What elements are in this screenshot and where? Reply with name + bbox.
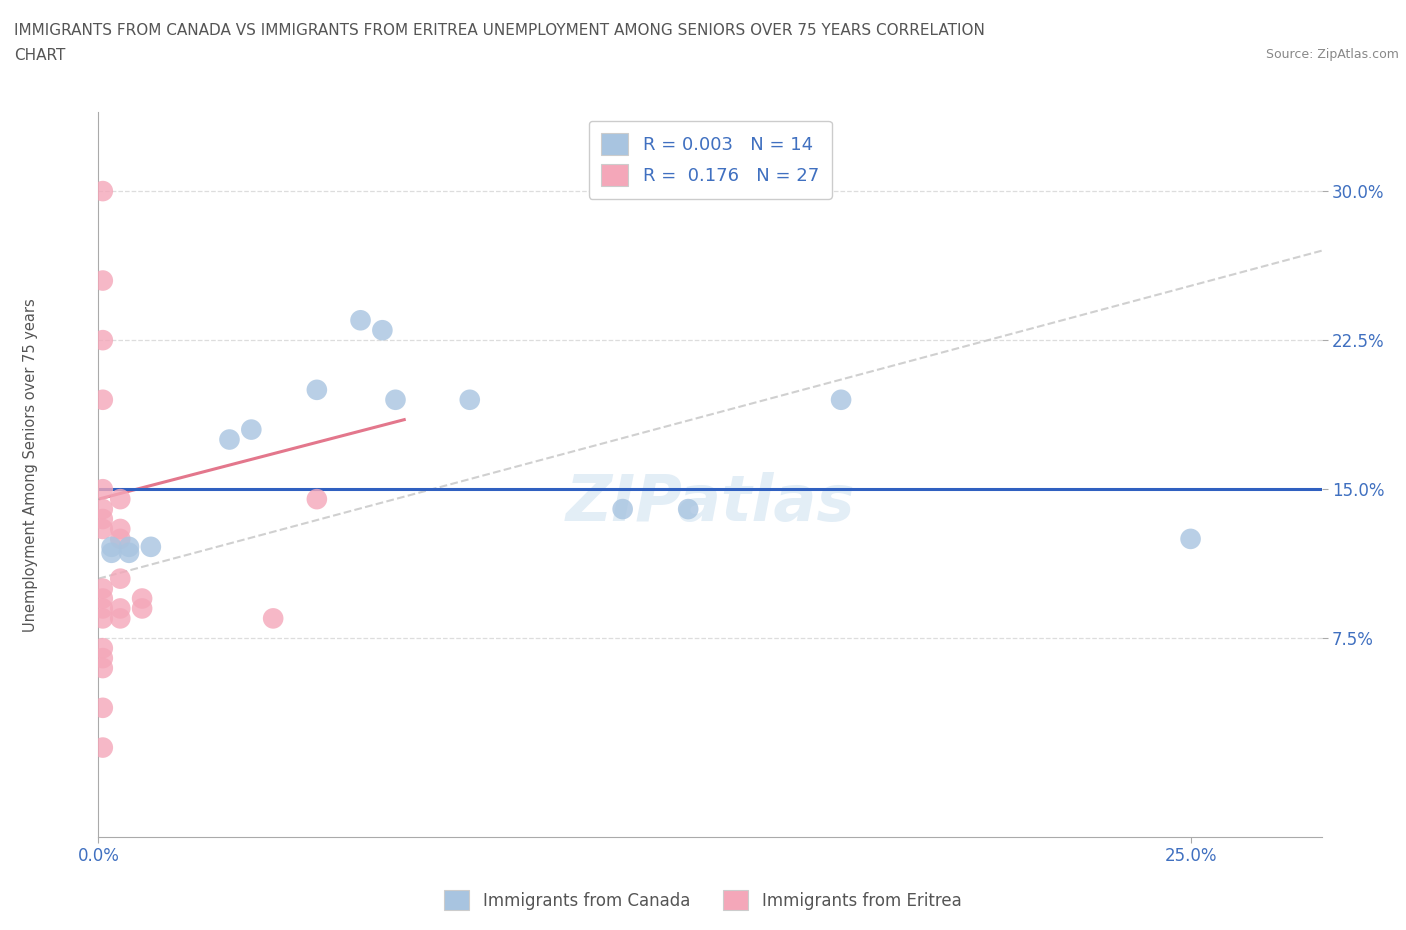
Text: Unemployment Among Seniors over 75 years: Unemployment Among Seniors over 75 years	[24, 299, 38, 631]
Point	[218, 432, 240, 447]
Text: ZIPatlas: ZIPatlas	[565, 472, 855, 535]
Point	[612, 501, 634, 516]
Point	[676, 501, 699, 516]
Point	[91, 183, 114, 198]
Point	[91, 740, 114, 755]
Point	[110, 571, 132, 586]
Point	[91, 660, 114, 675]
Point	[91, 651, 114, 666]
Legend: R = 0.003   N = 14, R =  0.176   N = 27: R = 0.003 N = 14, R = 0.176 N = 27	[589, 121, 831, 199]
Text: IMMIGRANTS FROM CANADA VS IMMIGRANTS FROM ERITREA UNEMPLOYMENT AMONG SENIORS OVE: IMMIGRANTS FROM CANADA VS IMMIGRANTS FRO…	[14, 23, 986, 38]
Point	[110, 522, 132, 537]
Point	[100, 539, 122, 554]
Point	[131, 601, 153, 616]
Point	[458, 392, 481, 407]
Point	[91, 273, 114, 288]
Point	[91, 700, 114, 715]
Point	[91, 601, 114, 616]
Point	[110, 601, 132, 616]
Point	[91, 611, 114, 626]
Point	[830, 392, 852, 407]
Point	[305, 492, 328, 507]
Point	[1180, 531, 1202, 546]
Text: Source: ZipAtlas.com: Source: ZipAtlas.com	[1265, 48, 1399, 61]
Point	[139, 539, 162, 554]
Point	[91, 641, 114, 656]
Point	[91, 501, 114, 516]
Point	[384, 392, 406, 407]
Legend: Immigrants from Canada, Immigrants from Eritrea: Immigrants from Canada, Immigrants from …	[437, 884, 969, 917]
Point	[118, 545, 141, 560]
Text: CHART: CHART	[14, 48, 66, 63]
Point	[110, 611, 132, 626]
Point	[240, 422, 263, 437]
Point	[131, 591, 153, 606]
Point	[110, 492, 132, 507]
Point	[110, 531, 132, 546]
Point	[100, 545, 122, 560]
Point	[118, 539, 141, 554]
Point	[91, 482, 114, 497]
Point	[91, 591, 114, 606]
Point	[349, 312, 371, 327]
Point	[91, 333, 114, 348]
Point	[91, 512, 114, 526]
Point	[91, 392, 114, 407]
Point	[91, 522, 114, 537]
Point	[305, 382, 328, 397]
Point	[262, 611, 284, 626]
Point	[91, 581, 114, 596]
Point	[371, 323, 394, 338]
